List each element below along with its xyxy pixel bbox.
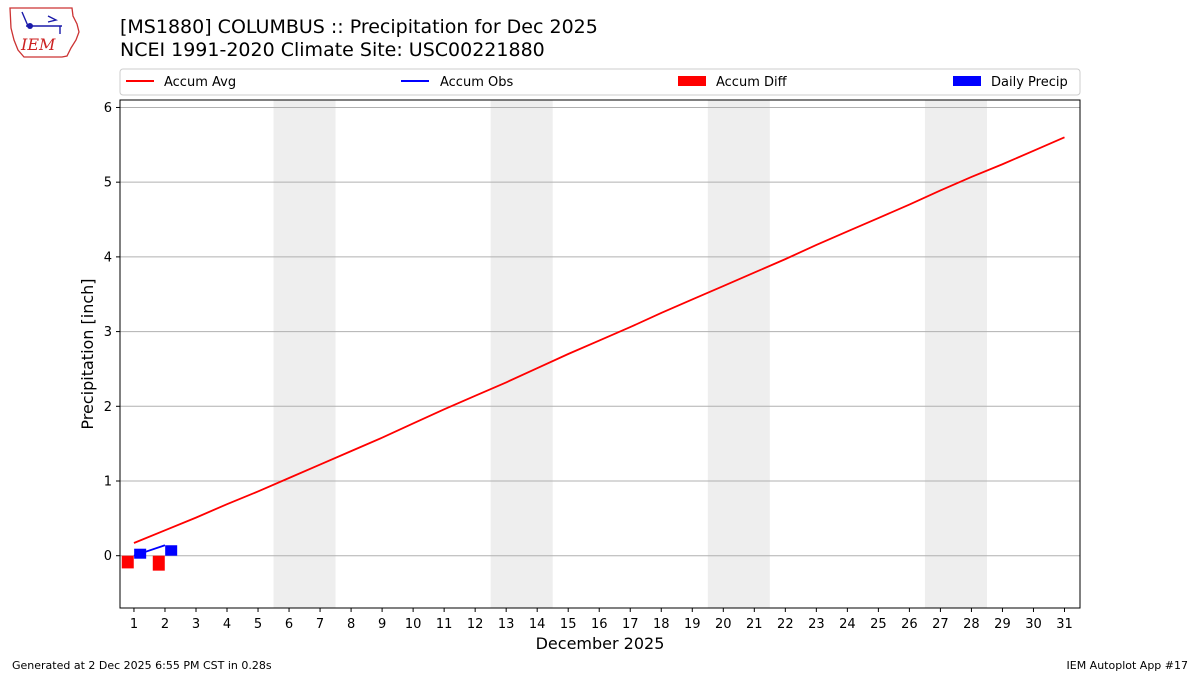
y-axis-ticks: 0 1 2 3 4 5 6 xyxy=(104,101,120,564)
legend-swatch-daily-precip xyxy=(953,76,981,86)
y-axis-label: Precipitation [inch] xyxy=(78,278,97,429)
x-tick-label: 19 xyxy=(684,617,701,632)
x-tick-label: 17 xyxy=(622,617,639,632)
x-tick-label: 4 xyxy=(223,617,231,632)
x-tick-label: 7 xyxy=(316,617,324,632)
weekend-band xyxy=(707,100,770,608)
legend: Accum Avg Accum Obs Accum Diff Daily Pre… xyxy=(119,68,1081,96)
weekend-band xyxy=(924,100,987,608)
y-tick-label: 4 xyxy=(104,250,112,265)
weekend-band xyxy=(273,100,336,608)
x-tick-label: 27 xyxy=(932,617,949,632)
x-tick-label: 8 xyxy=(347,617,355,632)
x-tick-label: 23 xyxy=(808,617,825,632)
logo-text: IEM xyxy=(20,35,56,54)
y-tick-label: 6 xyxy=(104,101,112,116)
chart-title: [MS1880] COLUMBUS :: Precipitation for D… xyxy=(120,16,598,38)
y-tick-label: 1 xyxy=(104,475,112,490)
accum-diff-bar xyxy=(152,555,165,571)
legend-frame xyxy=(119,68,1081,96)
x-tick-label: 29 xyxy=(994,617,1011,632)
x-tick-label: 15 xyxy=(560,617,577,632)
x-tick-label: 31 xyxy=(1056,617,1073,632)
plot-frame xyxy=(119,99,1081,609)
x-tick-label: 30 xyxy=(1025,617,1042,632)
iem-logo: IEM xyxy=(9,7,80,58)
accum-avg-line xyxy=(133,136,1065,544)
y-tick-label: 2 xyxy=(104,400,112,415)
legend-swatch-accum-diff xyxy=(678,76,706,86)
x-tick-label: 5 xyxy=(254,617,262,632)
weekend-bands xyxy=(273,100,987,608)
x-tick-label: 11 xyxy=(436,617,453,632)
weather-station-dot-icon xyxy=(27,23,33,29)
x-tick-label: 20 xyxy=(715,617,732,632)
legend-label-accum-avg: Accum Avg xyxy=(164,75,236,90)
legend-label-accum-diff: Accum Diff xyxy=(716,75,788,90)
app-label: IEM Autoplot App #17 xyxy=(1066,659,1189,672)
x-axis-ticks: 1 2 3 4 5 6 7 8 9 10 11 12 13 14 15 16 17 18 19 20 21 22 23 24 2… xyxy=(130,608,1073,632)
x-tick-label: 24 xyxy=(839,617,856,632)
x-tick-label: 2 xyxy=(161,617,169,632)
x-tick-label: 1 xyxy=(130,617,138,632)
x-tick-label: 28 xyxy=(963,617,980,632)
y-tick-label: 3 xyxy=(104,325,112,340)
x-tick-label: 22 xyxy=(777,617,794,632)
y-tick-label: 5 xyxy=(104,176,112,191)
weather-station-icon xyxy=(21,11,62,34)
accum-diff-bar xyxy=(121,555,134,569)
x-tick-label: 14 xyxy=(529,617,546,632)
x-tick-label: 13 xyxy=(498,617,515,632)
x-tick-label: 3 xyxy=(192,617,200,632)
daily-precip-bar xyxy=(165,545,178,556)
x-tick-label: 9 xyxy=(378,617,386,632)
chart-subtitle: NCEI 1991-2020 Climate Site: USC00221880 xyxy=(120,39,545,61)
x-tick-label: 10 xyxy=(405,617,422,632)
x-tick-label: 26 xyxy=(901,617,918,632)
x-tick-label: 6 xyxy=(285,617,293,632)
weekend-band xyxy=(490,100,553,608)
legend-label-daily-precip: Daily Precip xyxy=(991,75,1068,90)
y-tick-label: 0 xyxy=(104,549,112,564)
legend-label-accum-obs: Accum Obs xyxy=(440,75,513,90)
x-tick-label: 16 xyxy=(591,617,608,632)
x-tick-label: 21 xyxy=(746,617,763,632)
x-tick-label: 12 xyxy=(467,617,484,632)
x-tick-label: 25 xyxy=(870,617,887,632)
x-axis-label: December 2025 xyxy=(536,634,665,653)
generated-timestamp: Generated at 2 Dec 2025 6:55 PM CST in 0… xyxy=(12,659,272,672)
chart-marks xyxy=(121,136,1065,571)
x-tick-label: 18 xyxy=(653,617,670,632)
daily-precip-bar xyxy=(134,548,147,559)
iowa-state-outline-icon xyxy=(9,7,80,58)
